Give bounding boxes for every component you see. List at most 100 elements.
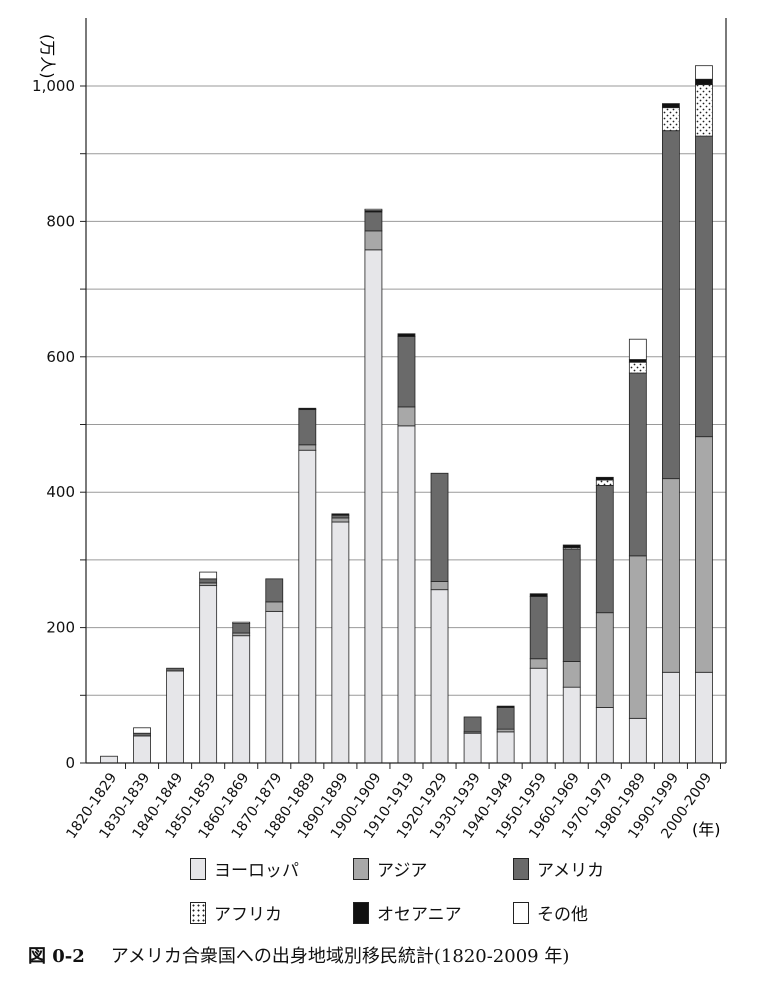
bar-segment-アジア bbox=[430, 581, 449, 591]
bar-segment-アメリカ bbox=[628, 372, 647, 557]
bar-segment-アフリカ bbox=[628, 361, 647, 374]
y-axis-label: (万人) bbox=[38, 34, 57, 79]
bar-segment-アジア bbox=[496, 728, 515, 733]
bar-segment-アジア bbox=[199, 582, 218, 587]
figure-number: 図 0-2 bbox=[28, 946, 85, 967]
legend-label-other: その他 bbox=[537, 905, 588, 925]
y-tick-label: 800 bbox=[46, 212, 75, 230]
x-ticks: 1820-18291830-18391840-18491850-18591860… bbox=[63, 763, 721, 842]
legend-label-asia: アジア bbox=[377, 861, 428, 881]
legend-swatch-asia bbox=[353, 857, 369, 880]
bar-segment-アフリカ bbox=[695, 84, 713, 137]
axes bbox=[85, 18, 727, 764]
bar-segment-その他 bbox=[199, 571, 218, 580]
bar-segment-アジア bbox=[595, 612, 614, 708]
y-tick-label: 400 bbox=[46, 483, 75, 501]
bar-segment-ヨーロッパ bbox=[661, 671, 680, 764]
bar-segment-アジア bbox=[298, 444, 317, 451]
legend-label-europe: ヨーロッパ bbox=[214, 861, 299, 881]
bar-segment-アメリカ bbox=[265, 578, 284, 603]
bar-segment-ヨーロッパ bbox=[364, 249, 383, 764]
bar-segment-ヨーロッパ bbox=[232, 635, 251, 764]
bar-segment-ヨーロッパ bbox=[166, 670, 185, 764]
bar-segment-アジア bbox=[364, 230, 383, 251]
bar-segment-ヨーロッパ bbox=[595, 707, 614, 764]
bars bbox=[100, 65, 713, 764]
bar-segment-ヨーロッパ bbox=[133, 735, 151, 764]
bar-segment-その他 bbox=[364, 208, 383, 211]
bar-segment-アジア bbox=[628, 555, 647, 719]
legend-item-asia: アジア bbox=[353, 856, 427, 881]
bar-segment-アジア bbox=[265, 601, 284, 612]
bar-segment-ヨーロッパ bbox=[463, 732, 482, 764]
bar-segment-アジア bbox=[661, 478, 680, 673]
legend-swatch-oceania bbox=[353, 901, 369, 924]
bar-segment-ヨーロッパ bbox=[100, 755, 118, 764]
bar-segment-ヨーロッパ bbox=[199, 585, 218, 764]
bar-segment-オセアニア bbox=[496, 705, 515, 708]
legend-item-oceania: オセアニア bbox=[353, 900, 462, 925]
y-tick-label: 600 bbox=[46, 348, 75, 366]
bar-segment-アメリカ bbox=[496, 707, 515, 730]
legend-swatch-africa bbox=[190, 901, 206, 924]
legend-label-oceania: オセアニア bbox=[377, 905, 462, 925]
bar-segment-ヨーロッパ bbox=[430, 589, 449, 764]
legend-label-america: アメリカ bbox=[537, 861, 605, 881]
bar-segment-アメリカ bbox=[529, 596, 548, 660]
bar-segment-アメリカ bbox=[199, 578, 218, 584]
bar-segment-オセアニア bbox=[695, 78, 713, 86]
bar-segment-アメリカ bbox=[364, 211, 383, 232]
bar-segment-その他 bbox=[695, 65, 713, 80]
bar-segment-アメリカ bbox=[133, 732, 151, 737]
bar-segment-アメリカ bbox=[695, 135, 713, 438]
bar-segment-アフリカ bbox=[595, 479, 614, 486]
legend-item-america: アメリカ bbox=[513, 856, 604, 881]
figure-caption: 図 0-2 アメリカ合衆国への出身地域別移民統計(1820-2009 年) bbox=[28, 942, 748, 968]
y-tick-label: 200 bbox=[46, 619, 75, 637]
bar-segment-アメリカ bbox=[595, 485, 614, 614]
bar-segment-ヨーロッパ bbox=[496, 731, 515, 764]
x-axis-unit: (年) bbox=[692, 820, 721, 839]
bar-segment-オセアニア bbox=[661, 103, 680, 109]
bar-segment-オセアニア bbox=[628, 359, 647, 363]
bar-segment-ヨーロッパ bbox=[298, 449, 317, 764]
bar-segment-その他 bbox=[133, 727, 151, 734]
bar-segment-アジア bbox=[529, 658, 548, 669]
bar-segment-アメリカ bbox=[232, 623, 251, 634]
bar-segment-アメリカ bbox=[430, 472, 449, 582]
bar-segment-アメリカ bbox=[331, 514, 350, 519]
bar-segment-オセアニア bbox=[595, 476, 614, 481]
bar-segment-その他 bbox=[232, 621, 251, 624]
legend-label-africa: アフリカ bbox=[214, 905, 282, 925]
bar-segment-ヨーロッパ bbox=[628, 717, 647, 764]
legend-item-africa: アフリカ bbox=[190, 900, 282, 925]
bar-segment-ヨーロッパ bbox=[529, 667, 548, 764]
bar-segment-オセアニア bbox=[562, 544, 581, 549]
y-ticks: 0 200 400 600 800 1,000 bbox=[32, 77, 86, 772]
bar-segment-オセアニア bbox=[397, 333, 416, 337]
bar-segment-ヨーロッパ bbox=[695, 671, 713, 764]
bar-segment-オセアニア bbox=[331, 513, 350, 516]
bar-segment-オセアニア bbox=[529, 593, 548, 597]
legend-item-other: その他 bbox=[513, 900, 588, 925]
legend: ヨーロッパ アジア アメリカ アフリカ オセアニア その他 bbox=[190, 856, 730, 936]
legend-swatch-other bbox=[513, 901, 529, 924]
bar-segment-アジア bbox=[397, 406, 416, 427]
y-tick-label: 0 bbox=[65, 754, 75, 772]
legend-item-europe: ヨーロッパ bbox=[190, 856, 299, 881]
bar-segment-アメリカ bbox=[562, 548, 581, 662]
bar-segment-アメリカ bbox=[463, 716, 482, 733]
legend-swatch-europe bbox=[190, 857, 206, 880]
bar-segment-ヨーロッパ bbox=[562, 686, 581, 764]
bar-segment-アフリカ bbox=[661, 107, 680, 132]
y-tick-label: 1,000 bbox=[32, 77, 75, 95]
legend-swatch-america bbox=[513, 857, 529, 880]
bar-segment-その他 bbox=[628, 338, 647, 360]
bar-segment-ヨーロッパ bbox=[397, 425, 416, 764]
bar-segment-アメリカ bbox=[298, 409, 317, 446]
bar-segment-アジア bbox=[695, 436, 713, 673]
bar-segment-アジア bbox=[232, 632, 251, 637]
bar-segment-アジア bbox=[562, 661, 581, 688]
bar-segment-アメリカ bbox=[661, 130, 680, 480]
